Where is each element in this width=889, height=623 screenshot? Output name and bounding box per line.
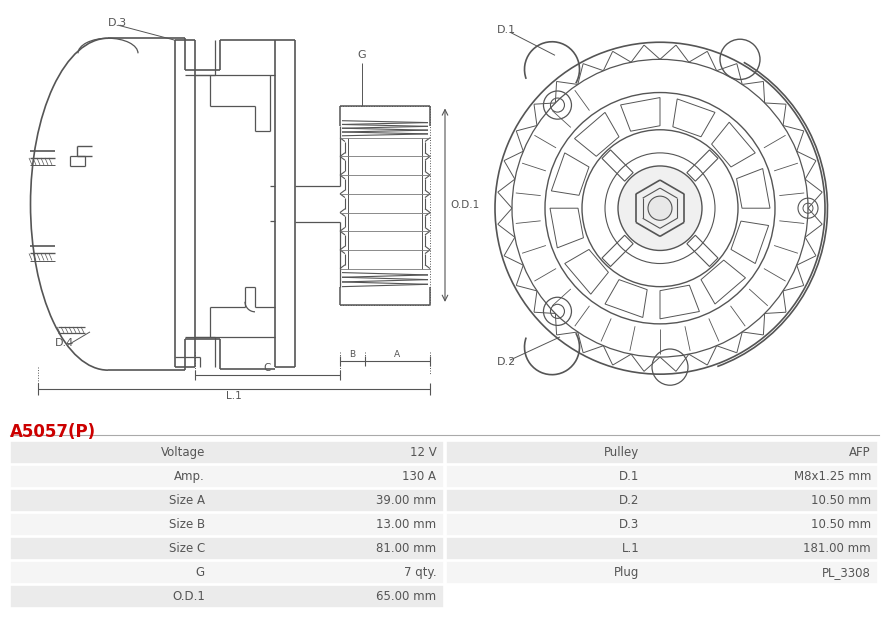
Text: 81.00 mm: 81.00 mm (376, 541, 436, 554)
Text: D.1: D.1 (619, 470, 639, 483)
Text: 13.00 mm: 13.00 mm (376, 518, 436, 531)
Text: D.3: D.3 (108, 18, 127, 28)
Text: G: G (357, 50, 366, 60)
Text: D.3: D.3 (620, 518, 639, 531)
Text: G: G (196, 566, 205, 579)
Bar (445, 537, 878, 560)
Bar (445, 441, 878, 464)
Bar (10, 441, 444, 464)
Text: D.2: D.2 (497, 357, 517, 367)
Text: C: C (263, 363, 270, 373)
Text: D.1: D.1 (497, 25, 517, 35)
Text: 7 qty.: 7 qty. (404, 566, 436, 579)
Bar (445, 561, 878, 584)
Text: 130 A: 130 A (403, 470, 436, 483)
Text: PL_3308: PL_3308 (822, 566, 871, 579)
Text: A5057(P): A5057(P) (10, 423, 96, 441)
Bar (10, 585, 444, 608)
Bar (10, 561, 444, 584)
Circle shape (618, 166, 702, 250)
Bar (10, 513, 444, 536)
Bar (445, 513, 878, 536)
Text: Pulley: Pulley (605, 445, 639, 459)
Text: Plug: Plug (614, 566, 639, 579)
Text: Size C: Size C (169, 541, 205, 554)
Text: Size A: Size A (169, 493, 205, 506)
Text: O.D.1: O.D.1 (450, 200, 479, 210)
Text: Size B: Size B (169, 518, 205, 531)
Bar (10, 465, 444, 488)
Text: L.1: L.1 (621, 541, 639, 554)
Text: 12 V: 12 V (410, 445, 436, 459)
Text: D.2: D.2 (619, 493, 639, 506)
Text: 181.00 mm: 181.00 mm (804, 541, 871, 554)
Text: B: B (349, 350, 355, 359)
Text: Amp.: Amp. (174, 470, 205, 483)
Text: Voltage: Voltage (161, 445, 205, 459)
Text: 10.50 mm: 10.50 mm (811, 493, 871, 506)
Text: A: A (394, 350, 400, 359)
Text: L.1: L.1 (226, 391, 242, 401)
Bar (445, 489, 878, 512)
Circle shape (648, 196, 672, 221)
Bar (10, 489, 444, 512)
Text: M8x1.25 mm: M8x1.25 mm (794, 470, 871, 483)
Bar (10, 537, 444, 560)
Text: O.D.1: O.D.1 (172, 589, 205, 602)
Text: 39.00 mm: 39.00 mm (376, 493, 436, 506)
Text: D.4: D.4 (55, 338, 75, 348)
Text: 10.50 mm: 10.50 mm (811, 518, 871, 531)
Text: 65.00 mm: 65.00 mm (376, 589, 436, 602)
Text: AFP: AFP (849, 445, 871, 459)
Bar (445, 465, 878, 488)
